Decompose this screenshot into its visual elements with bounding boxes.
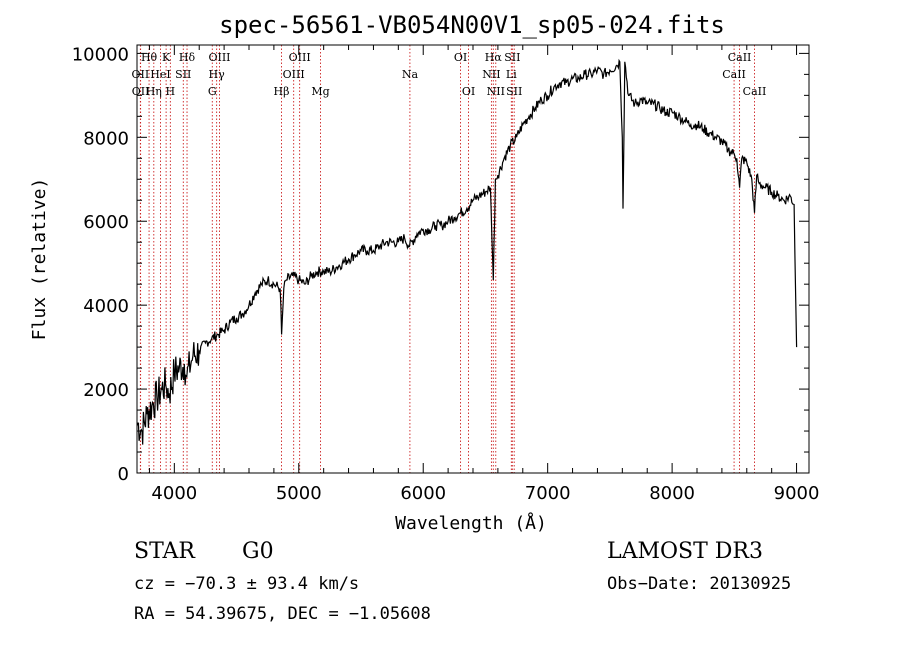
line-label-13: OIII: [283, 68, 305, 81]
line-label-15: Mg: [311, 85, 329, 98]
line-label-24: SII: [506, 85, 522, 98]
line-label-2: OII: [132, 85, 150, 98]
line-label-8: Hδ: [179, 51, 196, 64]
x-tick-label-2: 6000: [400, 483, 446, 504]
y-tick-label-1: 2000: [83, 380, 129, 401]
line-label-25: CaII: [728, 51, 752, 64]
y-tick-label-2: 4000: [83, 296, 129, 317]
line-label-26: CaII: [722, 68, 746, 81]
spectrum-line: [136, 58, 798, 445]
line-label-22: Li: [506, 68, 517, 81]
x-tick-label-4: 8000: [649, 483, 695, 504]
redshift-readout: cz = −70.3 ± 93.4 km/s: [134, 574, 360, 594]
x-axis-label: Wavelength (Å): [395, 512, 547, 534]
y-tick-label-0: 0: [118, 464, 129, 485]
x-tick-label-1: 5000: [276, 483, 322, 504]
y-axis-label: Flux (relative): [29, 178, 50, 341]
line-label-18: OI: [462, 85, 475, 98]
x-tick-label-0: 4000: [151, 483, 197, 504]
line-label-7: H: [166, 85, 176, 98]
line-label-10: Hγ: [209, 68, 226, 81]
line-label-9: OIII: [208, 51, 230, 64]
line-label-12: OIII: [289, 51, 311, 64]
line-label-21: NII: [482, 68, 500, 81]
y-tick-label-3: 6000: [83, 212, 129, 233]
line-label-14: Hβ: [274, 85, 290, 98]
plot-frame: [136, 44, 810, 474]
line-label-6: SII: [175, 68, 191, 81]
line-label-11: G: [208, 85, 217, 98]
line-label-23: NII: [487, 85, 505, 98]
survey-name: LAMOST DR3: [607, 539, 763, 564]
line-label-3: Hη: [146, 85, 162, 98]
line-label-17: OI: [454, 51, 467, 64]
x-tick-label-5: 9000: [774, 483, 820, 504]
line-label-20: SII: [504, 51, 520, 64]
x-tick-label-3: 7000: [525, 483, 571, 504]
line-label-0: Hθ: [141, 51, 158, 64]
line-label-19: Hα: [485, 51, 503, 64]
object-class: STAR: [134, 539, 195, 564]
line-label-27: CaII: [743, 85, 767, 98]
coordinates-readout: RA = 54.39675, DEC = −1.05608: [134, 604, 431, 624]
line-label-4: K: [162, 51, 171, 64]
y-tick-label-5: 10000: [72, 44, 129, 65]
line-label-16: Na: [402, 68, 419, 81]
line-label-5: HeI: [150, 68, 170, 81]
observation-date: Obs−Date: 20130925: [607, 574, 792, 594]
object-subclass: G0: [242, 539, 274, 564]
chart-title: spec-56561-VB054N00V1_sp05-024.fits: [219, 11, 725, 39]
y-tick-label-4: 8000: [83, 128, 129, 149]
